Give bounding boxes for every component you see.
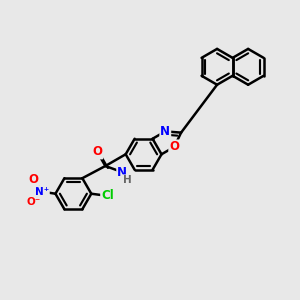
Text: Cl: Cl	[101, 189, 114, 203]
Text: H: H	[122, 175, 131, 185]
Text: O: O	[28, 173, 38, 186]
Text: N: N	[117, 166, 127, 178]
Text: N: N	[160, 125, 170, 138]
Text: N⁺: N⁺	[35, 187, 49, 196]
Text: O: O	[169, 140, 179, 153]
Text: O: O	[92, 146, 102, 158]
Text: O⁻: O⁻	[26, 197, 40, 207]
